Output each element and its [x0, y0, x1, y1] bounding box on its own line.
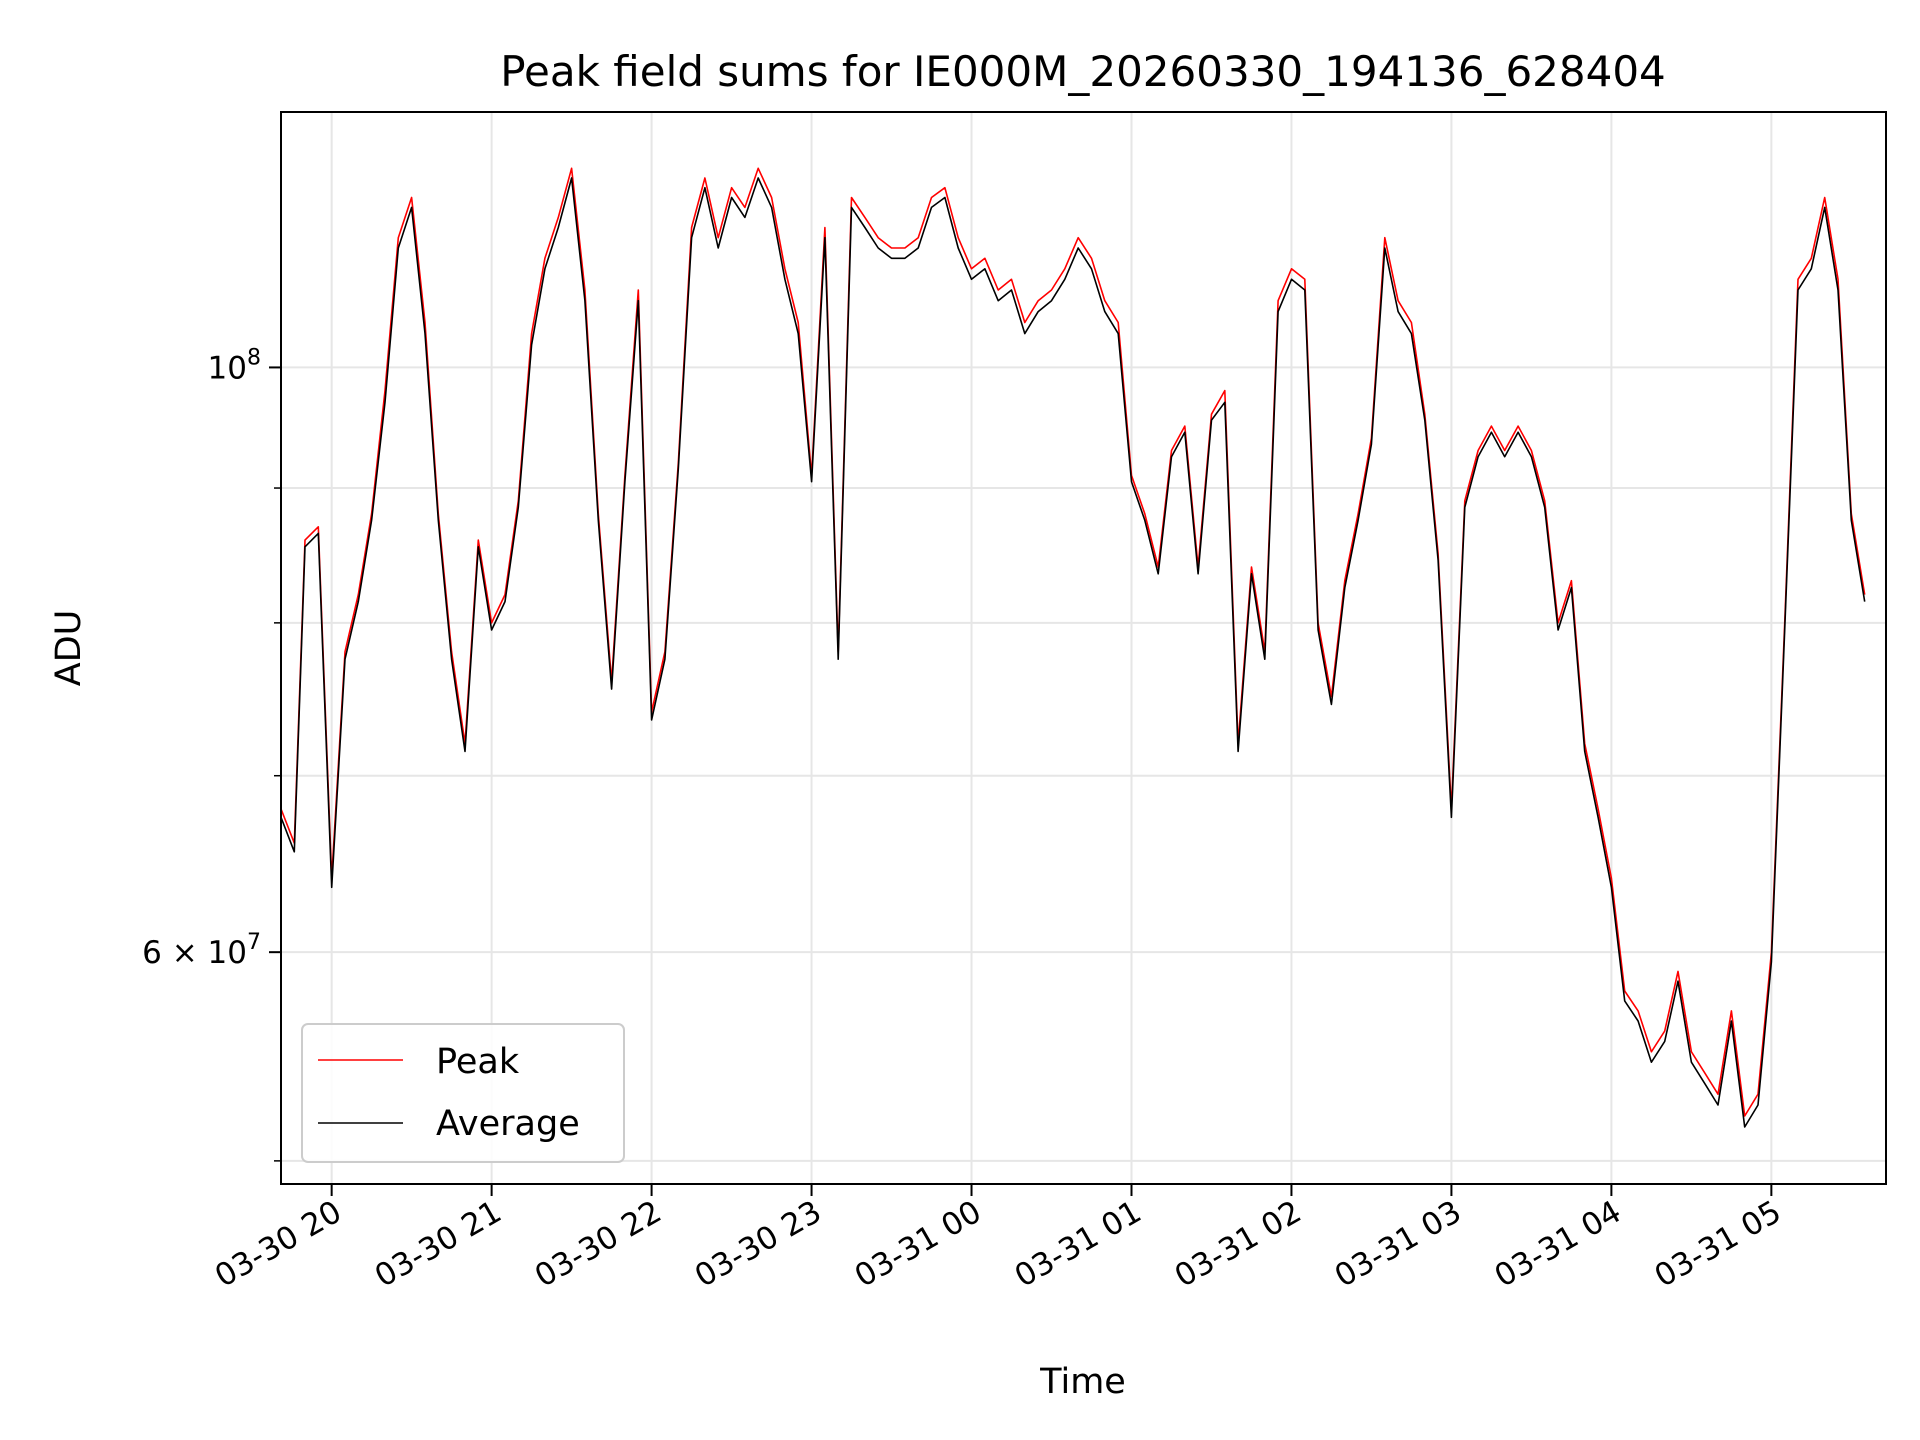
legend-box — [301, 1023, 625, 1163]
legend-label-average: Average — [436, 1104, 580, 1144]
y-tick-label: 6 × 107 — [142, 930, 261, 971]
plot-frame — [280, 111, 1887, 1185]
plot-lines — [281, 167, 1866, 1128]
legend[interactable]: Peak Average — [301, 1023, 625, 1163]
y-tick-label: 108 — [208, 345, 261, 386]
chart-title: Peak field sums for IE000M_20260330_1941… — [500, 47, 1666, 96]
grid-lines — [281, 112, 1886, 1184]
y-axis-ticks: 108 6 × 107 — [142, 345, 281, 1162]
y-axis-label: ADU — [49, 610, 89, 687]
legend-label-peak: Peak — [436, 1042, 520, 1082]
series-line-peak — [281, 167, 1866, 1117]
series-line-average — [281, 177, 1866, 1128]
x-axis-label: Time — [1039, 1362, 1126, 1402]
